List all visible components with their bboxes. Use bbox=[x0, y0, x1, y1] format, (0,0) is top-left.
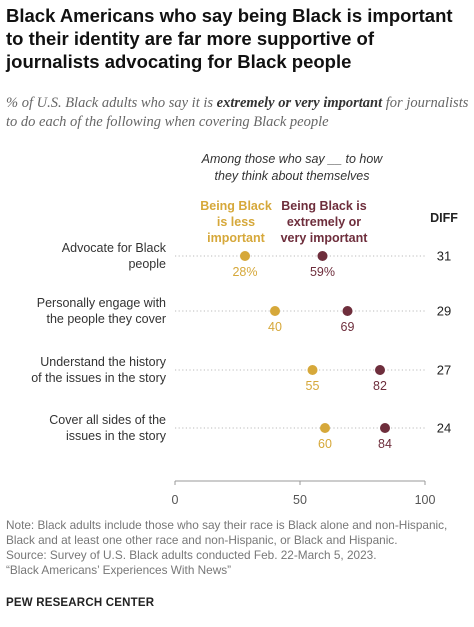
report-title-line: “Black Americans’ Experiences With News” bbox=[6, 563, 232, 577]
brand-label: PEW RESEARCH CENTER bbox=[6, 597, 155, 609]
row-label: Personally engage with bbox=[37, 296, 166, 310]
dot-less-important bbox=[320, 423, 330, 433]
chart-subtitle: % of U.S. Black adults who say it is ext… bbox=[6, 94, 470, 132]
row-label: Understand the history bbox=[40, 355, 167, 369]
diff-value: 29 bbox=[437, 304, 451, 319]
column-group-header: Among those who say __ to how bbox=[201, 152, 384, 166]
diff-value: 27 bbox=[437, 363, 451, 378]
column-group-header: they think about themselves bbox=[215, 169, 370, 183]
row-label: Advocate for Black bbox=[62, 241, 167, 255]
diff-value: 31 bbox=[437, 249, 451, 264]
dot-less-important bbox=[307, 365, 318, 375]
row-label: issues in the story bbox=[66, 429, 167, 443]
value-label-less: 60 bbox=[318, 437, 332, 451]
dot-less-important bbox=[240, 251, 250, 261]
dot-more-important bbox=[380, 423, 390, 433]
legend-less-important: important bbox=[207, 231, 265, 245]
note-line: Note: Black adults include those who say… bbox=[6, 518, 448, 532]
subtitle-lead: % of U.S. Black adults who say it is bbox=[6, 95, 217, 111]
note-line: Black and at least one other race and no… bbox=[6, 533, 398, 547]
legend-less-important: Being Black bbox=[200, 199, 272, 213]
value-label-more: 69 bbox=[341, 320, 355, 334]
subtitle-tail: for journalists to do each of the follow… bbox=[6, 95, 469, 130]
legend-more-important: extremely or bbox=[287, 215, 361, 229]
value-label-more: 82 bbox=[373, 379, 387, 393]
value-label-less: 28% bbox=[232, 265, 257, 279]
row-label: Cover all sides of the bbox=[49, 413, 166, 427]
subtitle-emphasis: extremely or very important bbox=[216, 95, 383, 111]
value-label-more: 84 bbox=[378, 437, 392, 451]
dot-less-important bbox=[270, 306, 280, 316]
diff-value: 24 bbox=[437, 421, 451, 436]
legend-more-important: Being Black is bbox=[281, 199, 366, 213]
legend-less-important: is less bbox=[217, 215, 255, 229]
diff-header: DIFF bbox=[430, 211, 458, 225]
dot-plot-chart: Among those who say __ to how they think … bbox=[31, 152, 458, 507]
value-label-more: 59% bbox=[310, 265, 335, 279]
dot-more-important bbox=[375, 365, 385, 375]
chart-title: Black Americans who say being Black is i… bbox=[6, 5, 453, 72]
x-tick-label: 50 bbox=[293, 493, 307, 507]
dot-more-important bbox=[317, 251, 328, 261]
x-tick-label: 0 bbox=[172, 493, 179, 507]
dot-more-important bbox=[342, 306, 353, 316]
notes: Note: Black adults include those who say… bbox=[6, 518, 470, 578]
value-label-less: 55 bbox=[306, 379, 320, 393]
x-tick-label: 100 bbox=[415, 493, 436, 507]
value-label-less: 40 bbox=[268, 320, 282, 334]
source-line: Source: Survey of U.S. Black adults cond… bbox=[6, 548, 377, 562]
row-label: the people they cover bbox=[46, 312, 166, 326]
legend-more-important: very important bbox=[281, 231, 369, 245]
row-label: of the issues in the story bbox=[31, 371, 167, 385]
row-label: people bbox=[128, 257, 166, 271]
